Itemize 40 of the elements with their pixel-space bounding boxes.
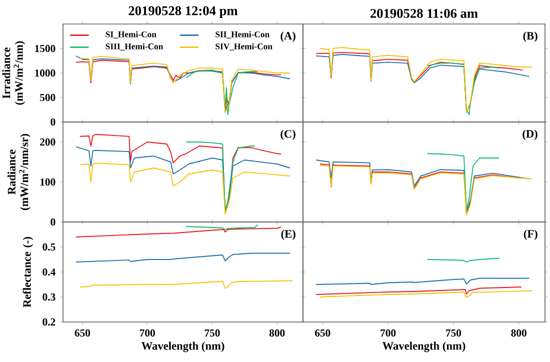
legend-label: SI_Hemi-Con [106, 31, 156, 38]
annotation: (F) [524, 230, 538, 240]
legend-label: SII_Hemi-Con [216, 31, 270, 38]
x-tick-label: 750 [204, 329, 220, 337]
x-tick-label: 700 [380, 329, 396, 337]
line-series [79, 280, 294, 289]
x-tick-label: 650 [74, 329, 90, 337]
annotation: (A) [280, 32, 296, 42]
x-axis-title: Wavelength (nm) [141, 342, 224, 352]
line-series [76, 226, 282, 238]
x-tick-label: 650 [314, 329, 330, 337]
line-series [76, 146, 290, 210]
line-series [76, 252, 290, 262]
x-axis-title: Wavelength (nm) [382, 342, 466, 352]
chart-title: 20190528 12:04 pm [128, 6, 238, 18]
annotation: (E) [281, 230, 296, 240]
legend-label: SIII_Hemi-Con [106, 43, 164, 50]
x-tick-label: 750 [446, 329, 462, 337]
annotation: (B) [523, 32, 538, 42]
y-axis-title: Reflectance (-) [22, 236, 34, 308]
line-series [186, 70, 258, 116]
y-tick-label: 1500 [35, 44, 56, 52]
y-tick-label: 500 [40, 94, 56, 102]
y-tick-label: 0.2 [42, 318, 56, 326]
annotation: (D) [522, 130, 538, 140]
legend-label: SIV_Hemi-Con [216, 43, 272, 50]
y-tick-label: 1000 [35, 69, 56, 77]
x-tick-label: 800 [269, 329, 285, 337]
y-tick-label: 100 [40, 178, 56, 186]
y-tick-label: 200 [40, 138, 56, 146]
y-tick-label: 0.4 [42, 268, 56, 276]
y-tick-label: 0 [50, 218, 56, 226]
y-tick-label: 0 [50, 118, 56, 126]
x-tick-label: 700 [140, 329, 155, 337]
chart-title: 20190528 11:06 am [370, 8, 478, 18]
y-tick-label: 0.5 [42, 243, 56, 251]
line-series [79, 162, 290, 214]
annotation: (C) [280, 130, 296, 140]
y-tick-label: 0.3 [42, 293, 56, 301]
x-tick-label: 800 [511, 329, 526, 337]
